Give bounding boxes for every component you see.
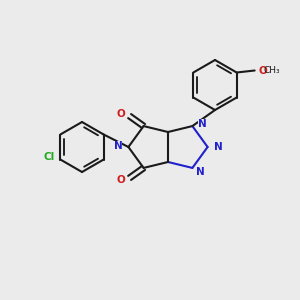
Text: O: O [117, 109, 126, 119]
Text: Cl: Cl [43, 152, 54, 163]
Text: N: N [196, 167, 205, 177]
Text: N: N [114, 141, 122, 151]
Text: O: O [259, 65, 267, 76]
Text: O: O [117, 175, 126, 185]
Text: N: N [214, 142, 222, 152]
Text: N: N [198, 119, 207, 129]
Text: CH₃: CH₃ [264, 66, 280, 75]
